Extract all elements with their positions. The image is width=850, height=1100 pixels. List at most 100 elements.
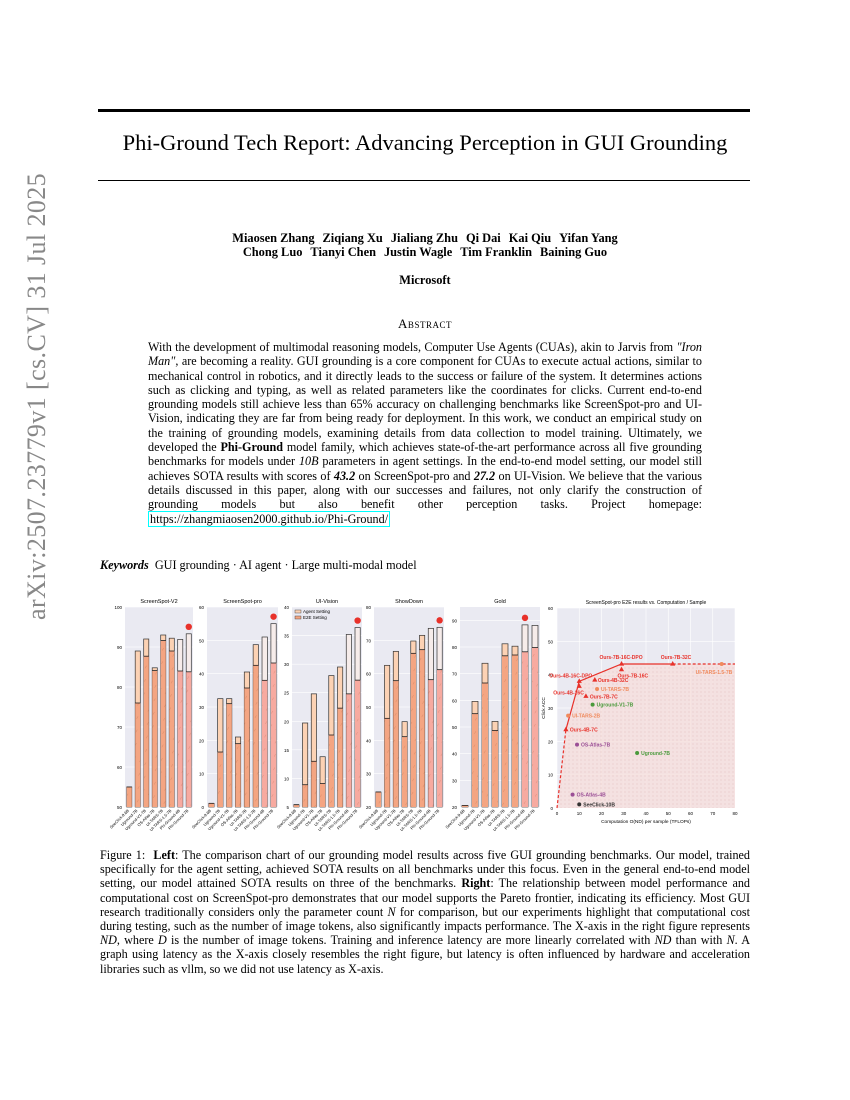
bar-hatch [320,783,326,807]
bar-hatch [482,683,488,807]
point-label: Ours-4B-16C [553,690,584,696]
bar-hatch [293,804,299,807]
point-marker [719,662,724,666]
author: Qi Dai [465,231,501,245]
abstract-text: "Iron Man" [148,340,702,369]
author: Kai Qiu [508,231,552,245]
y-tick-label: 10 [284,776,290,781]
author: Jialiang Zhu [390,231,458,245]
pareto-region-dots [557,664,735,808]
point-label: Ours-7B-16C-DPO [600,655,643,661]
y-tick-label: 80 [117,685,123,690]
bar-hatch [253,665,259,807]
chart-title: ScreenSpot-V2 [140,599,177,605]
bar-hatch [384,718,390,807]
y-tick-label: 35 [284,634,290,639]
point-marker-triangle [618,666,625,672]
y-tick-label: 40 [366,738,372,743]
point-label: SeeClick-10B [583,802,615,808]
caption-label: Figure 1: [100,848,146,862]
bar-hatch [355,680,361,807]
bar-hatch [302,784,308,807]
y-tick-label: 30 [548,706,554,711]
bar-hatch [217,752,223,807]
point-label: Ours-4B-16C-DPO [549,673,592,679]
pareto-line-dashed [556,729,567,809]
y-tick-label: 60 [199,605,205,610]
y-tick-label: 60 [548,606,554,611]
chart-title: ShowDown [395,599,423,605]
chart-title: ScreenSpot-pro [223,599,262,605]
point-marker-triangle [563,726,569,732]
x-tick-label: 70 [710,811,716,816]
authors-line-1: Miaosen Zhang Ziqiang Xu Jialiang Zhu Qi Da… [0,231,850,246]
abstract-text: on ScreenSpot-pro and [355,468,474,483]
bar-hatch [428,679,434,807]
point-label: Ours-4B-32C [598,678,629,684]
x-tick-label: 50 [666,811,672,816]
x-tick-label: 60 [688,811,694,816]
bar-hatch [135,703,141,807]
caption-math: D [158,933,167,948]
y-tick-label: 70 [452,672,458,677]
point-marker [590,702,595,707]
bar-hatch [244,688,250,807]
caption-math: N [726,933,735,948]
caption-text: for comparison, but our experiments high… [100,904,750,934]
caption-math: ND [654,933,672,948]
figure-1: ScreenSpot-V25060708090100SeeClick-9.6BU… [109,599,738,832]
point-label: Uground-V1-7B [597,703,634,709]
y-tick-label: 40 [548,673,554,678]
y-tick-label: 30 [452,778,458,783]
y-tick-label: 30 [284,662,290,667]
point-label: Ours-4B-7C [570,728,598,734]
bar-hatch [126,787,132,807]
bar-hatch [346,693,352,807]
bar-hatch [226,703,232,807]
y-tick-label: 40 [284,605,290,610]
caption-text: Right [461,876,491,891]
bar-hatch [262,680,268,807]
bar-hatch [169,651,175,807]
bar-hatch [186,671,192,807]
chart-title: UI-Vision [316,599,338,605]
y-tick-label: 50 [452,725,458,730]
bar-hatch [472,713,478,807]
x-tick-label: 30 [621,811,627,816]
y-tick-label: 90 [452,618,458,623]
point-marker [575,742,580,747]
caption-text: : The comparison chart of our grounding … [100,848,750,891]
figure-caption: Figure 1: Left: The comparison chart of … [100,848,750,976]
y-tick-label: 50 [548,639,554,644]
legend-label: Agent Setting [303,609,331,614]
x-tick-label: 10 [577,811,583,816]
bar-hatch [152,670,158,807]
legend-swatch-agent [294,609,302,614]
y-tick-label: 5 [286,805,289,810]
bar-hatch [402,736,408,807]
author: Miaosen Zhang [232,231,315,245]
y-tick-label: 60 [452,698,458,703]
chart-title: Gold [494,599,506,605]
project-homepage-link[interactable]: https://zhangmiaosen2000.github.io/Phi-G… [148,510,391,527]
x-tick-label: 80 [732,811,738,816]
point-marker [635,751,640,755]
bar-hatch [311,761,317,807]
bar-hatch [143,656,149,807]
point-marker-triangle [670,661,676,666]
author: Chong Luo [242,245,303,259]
authors-line-2: Chong Luo Tianyi Chen Justin Wagle Tim Fran… [0,245,850,260]
caption-text: is the number of image tokens. Training … [166,933,655,948]
x-tick-label: 20 [599,811,605,816]
legend-label: E2E Setting [303,615,327,620]
y-tick-label: 25 [284,691,290,696]
abstract-text: With the development of multimodal reaso… [148,340,677,354]
point-label: OS-Atlas-4B [577,793,607,799]
y-tick-label: 70 [366,638,372,643]
trophy-icon [185,623,192,630]
point-label: OS-Atlas-7B [581,743,611,749]
y-tick-label: 10 [548,773,554,778]
y-tick-label: 30 [199,705,205,710]
paper-title: Phi-Ground Tech Report: Advancing Percep… [122,130,728,155]
